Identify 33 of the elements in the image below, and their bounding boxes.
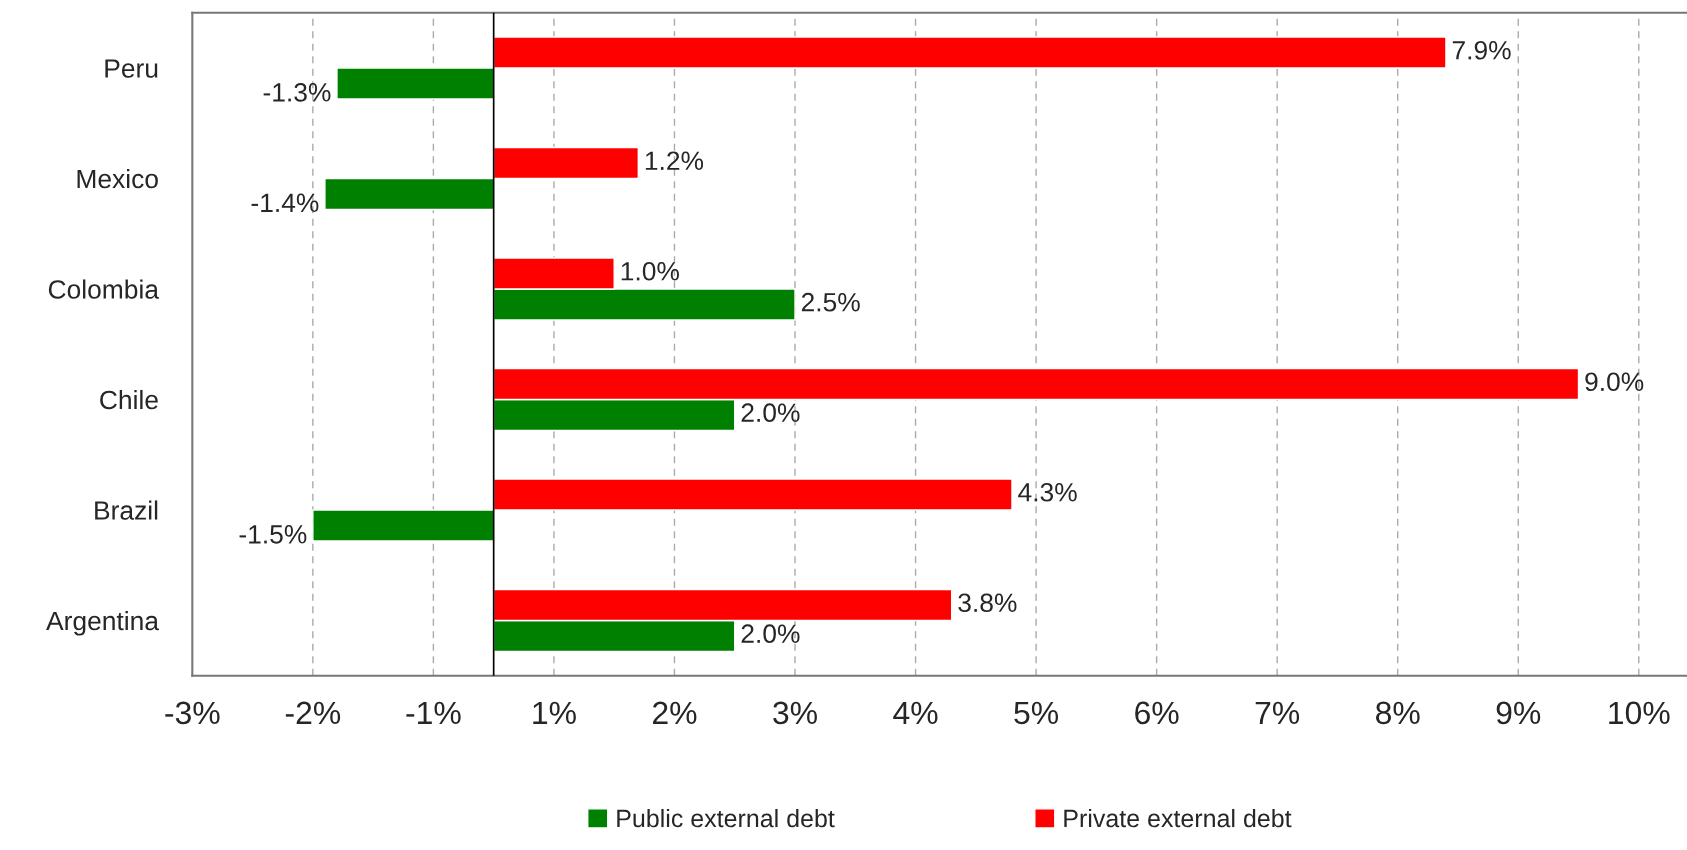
- y-tick-label: Chile: [100, 389, 158, 410]
- y-tick-label: Brazil: [95, 500, 158, 520]
- data-label: -1.3%: [263, 82, 331, 102]
- legend-label: Private external debt: [1064, 808, 1292, 828]
- x-tick-label: 8%: [1376, 701, 1420, 725]
- data-label: 3.8%: [958, 593, 1017, 613]
- x-tick-label: 4%: [893, 701, 938, 725]
- y-tick-label: Argentina: [46, 610, 159, 636]
- x-tick-label: -3%: [165, 701, 220, 725]
- x-tick-label: -2%: [285, 701, 341, 725]
- y-tick-label: Peru: [105, 59, 158, 78]
- x-tick-label: 6%: [1135, 701, 1179, 725]
- data-label: 2.5%: [801, 292, 860, 312]
- data-label: 2.0%: [741, 624, 800, 644]
- x-tick-label: 9%: [1496, 701, 1541, 725]
- data-label: 1.0%: [621, 261, 679, 281]
- x-tick-label: 7%: [1255, 701, 1300, 725]
- x-tick-label: -1%: [406, 701, 461, 725]
- y-tick-label: Colombia: [48, 279, 159, 299]
- data-label: 2.0%: [741, 403, 800, 423]
- y-tick-label: Mexico: [77, 168, 158, 189]
- x-tick-label: 10%: [1609, 701, 1670, 725]
- legend-label: Public external debt: [617, 808, 835, 828]
- data-label: -1.4%: [251, 193, 319, 213]
- x-tick-label: 5%: [1014, 701, 1059, 725]
- data-label: 1.2%: [645, 151, 704, 171]
- data-label: -1.5%: [239, 525, 307, 544]
- data-label: 4.3%: [1018, 482, 1077, 502]
- x-tick-label: 3%: [773, 701, 817, 725]
- data-label: 9.0%: [1585, 372, 1644, 392]
- x-tick-label: 1%: [533, 701, 576, 725]
- data-label: 7.9%: [1452, 40, 1511, 60]
- x-tick-label: 2%: [653, 701, 697, 725]
